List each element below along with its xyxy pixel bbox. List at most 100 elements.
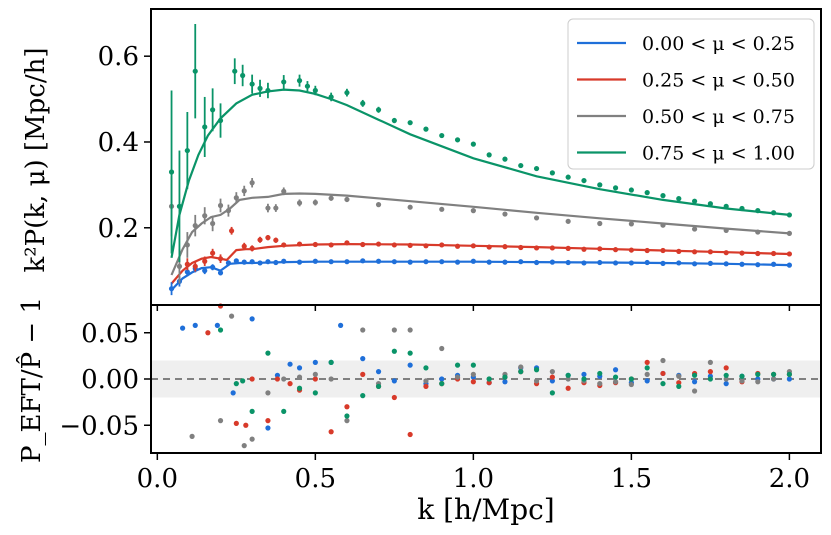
residual-point-series-0 <box>644 378 650 384</box>
residual-point-series-2 <box>265 390 271 396</box>
residual-point-series-3 <box>549 390 555 396</box>
residual-point-series-0 <box>274 372 281 378</box>
data-point-series-1 <box>691 249 698 255</box>
data-point-series-0 <box>225 260 232 266</box>
data-point-series-3 <box>192 68 198 74</box>
residual-point-series-2 <box>328 376 334 382</box>
residual-point-series-2 <box>312 371 318 377</box>
data-point-series-0 <box>257 260 263 266</box>
data-point-series-3 <box>723 203 729 209</box>
legend-label-series-0: 0.00 < μ < 0.25 <box>642 33 795 55</box>
residual-point-series-2 <box>360 327 366 333</box>
residual-point-series-2 <box>549 369 555 375</box>
data-point-series-0 <box>423 259 429 265</box>
residual-point-series-2 <box>407 327 413 333</box>
data-point-series-3 <box>755 208 761 214</box>
residual-point-series-0 <box>214 322 220 328</box>
data-point-series-2 <box>249 180 255 186</box>
residual-point-series-0 <box>439 376 445 382</box>
residual-point-series-1 <box>707 369 713 375</box>
residual-point-series-3 <box>217 327 224 333</box>
residual-point-series-3 <box>439 381 445 387</box>
residual-point-series-3 <box>691 372 698 378</box>
residual-point-series-1 <box>407 431 413 438</box>
data-point-series-2 <box>470 208 476 214</box>
data-point-series-2 <box>755 229 761 235</box>
data-point-series-1 <box>549 245 555 251</box>
residual-point-series-3 <box>770 371 777 377</box>
data-point-series-3 <box>549 170 555 176</box>
data-point-series-3 <box>281 79 287 85</box>
legend-label-series-3: 0.75 < μ < 1.00 <box>642 143 795 165</box>
residual-point-series-3 <box>660 381 666 387</box>
residual-point-series-2 <box>644 371 650 377</box>
data-point-series-2 <box>786 230 792 236</box>
residual-point-series-3 <box>391 348 397 354</box>
data-point-series-2 <box>184 242 190 248</box>
data-point-series-1 <box>486 244 492 250</box>
data-point-series-0 <box>486 259 492 265</box>
data-point-series-0 <box>217 270 224 276</box>
data-point-series-1 <box>344 240 350 246</box>
data-point-series-2 <box>202 213 208 219</box>
data-point-series-2 <box>192 223 198 229</box>
residual-point-series-1 <box>205 330 211 336</box>
data-point-series-1 <box>273 237 279 243</box>
data-point-series-3 <box>344 90 350 96</box>
data-point-series-0 <box>612 260 619 266</box>
residual-point-series-2 <box>454 374 461 380</box>
residual-point-series-3 <box>312 390 318 396</box>
residual-point-series-2 <box>628 381 634 388</box>
data-point-series-2 <box>210 220 216 227</box>
residual-point-series-0 <box>786 376 792 382</box>
bottom-x-tick-label: 0.0 <box>137 464 178 494</box>
data-point-series-3 <box>312 87 318 94</box>
data-point-series-1 <box>581 246 587 252</box>
residual-point-series-2 <box>676 373 682 379</box>
data-point-series-3 <box>581 177 587 184</box>
residual-points <box>180 303 792 449</box>
bottom-y-tick-label: 0.00 <box>81 365 139 395</box>
data-point-series-3 <box>691 198 698 204</box>
data-point-series-3 <box>423 126 429 132</box>
residual-point-series-0 <box>230 390 236 396</box>
data-point-series-0 <box>565 259 571 266</box>
residual-point-series-1 <box>265 418 271 424</box>
residual-point-series-2 <box>770 376 777 382</box>
residual-point-series-2 <box>391 327 397 333</box>
residual-point-series-3 <box>423 365 429 371</box>
data-point-series-2 <box>502 211 508 217</box>
bottom-x-tick-label: 1.5 <box>611 464 652 494</box>
residual-point-series-2 <box>723 376 729 382</box>
bottom-panel: −0.05 0.00 0.05 0.0 0.5 1.0 1.5 2.0 <box>59 303 822 494</box>
data-point-series-0 <box>312 258 318 264</box>
bottom-y-axis-label: P_EFT/P̂ − 1 <box>16 297 47 463</box>
data-point-series-1 <box>328 242 334 248</box>
data-point-series-0 <box>281 258 287 264</box>
residual-point-series-1 <box>274 376 281 382</box>
data-point-series-1 <box>265 235 271 241</box>
data-point-series-2 <box>691 226 698 232</box>
data-point-series-1 <box>502 244 508 250</box>
data-point-series-0 <box>391 259 397 265</box>
residual-point-series-3 <box>454 362 461 368</box>
residual-point-series-3 <box>676 383 682 389</box>
data-point-series-1 <box>241 243 247 249</box>
data-point-series-2 <box>241 188 247 194</box>
data-point-series-1 <box>407 242 413 248</box>
data-point-series-0 <box>439 259 445 265</box>
residual-point-series-3 <box>644 365 650 371</box>
residual-point-series-1 <box>391 394 397 401</box>
legend-label-series-2: 0.50 < μ < 0.75 <box>642 106 795 128</box>
residual-point-series-0 <box>549 378 555 384</box>
data-point-series-3 <box>296 78 303 84</box>
residual-point-series-1 <box>243 422 249 428</box>
data-point-series-1 <box>644 247 650 254</box>
top-y-ticks: 0.2 0.4 0.6 <box>98 42 151 244</box>
residual-point-series-2 <box>439 345 445 352</box>
data-point-series-1 <box>281 242 287 248</box>
residual-point-series-1 <box>360 371 366 377</box>
residual-point-series-3 <box>755 371 761 377</box>
residual-point-series-2 <box>597 381 603 387</box>
residual-point-series-2 <box>660 357 666 364</box>
